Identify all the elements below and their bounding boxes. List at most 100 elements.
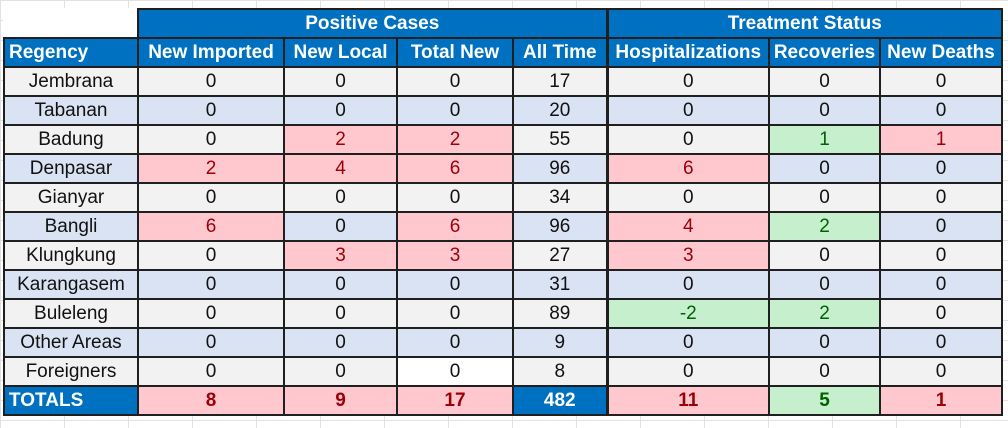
total-new-cell: 6 <box>396 153 514 184</box>
new-local-cell: 2 <box>283 124 398 155</box>
table-row: Jembrana 0 0 0 17 0 0 0 <box>3 66 1004 97</box>
new-imported-cell: 0 <box>137 356 285 387</box>
regency-cases-table: Positive Cases Treatment Status Regency … <box>3 8 1004 416</box>
recoveries-cell: 0 <box>768 240 882 271</box>
total-new-cell: 0 <box>396 66 514 97</box>
table-row: Foreigners 0 0 0 8 0 0 0 <box>3 356 1004 387</box>
new-deaths-cell: 0 <box>879 153 1004 184</box>
hospitalizations-cell: 6 <box>606 153 771 184</box>
hospitalizations-cell: 0 <box>606 124 771 155</box>
total-new-cell: 0 <box>396 356 514 387</box>
total-new-local: 9 <box>283 385 398 416</box>
table-row: Tabanan 0 0 0 20 0 0 0 <box>3 95 1004 126</box>
column-header-total-new: Total New <box>396 37 514 68</box>
column-header-row: Regency New Imported New Local Total New… <box>3 37 1004 68</box>
recoveries-cell: 0 <box>768 356 882 387</box>
regency-name: Bangli <box>3 211 139 242</box>
total-new-cell: 0 <box>396 95 514 126</box>
column-header-new-imported: New Imported <box>137 37 285 68</box>
recoveries-cell: 0 <box>768 153 882 184</box>
new-deaths-cell: 0 <box>879 95 1004 126</box>
all-time-cell: 34 <box>511 182 609 213</box>
hospitalizations-cell: -2 <box>606 298 771 329</box>
total-new-cell: 0 <box>396 298 514 329</box>
column-header-hospitalizations: Hospitalizations <box>606 37 771 68</box>
total-new-cell: 2 <box>396 124 514 155</box>
regency-name: Tabanan <box>3 95 139 126</box>
hospitalizations-cell: 0 <box>606 182 771 213</box>
new-local-cell: 0 <box>283 66 398 97</box>
table-row: Klungkung 0 3 3 27 3 0 0 <box>3 240 1004 271</box>
total-new-cell: 0 <box>396 327 514 358</box>
all-time-cell: 17 <box>511 66 609 97</box>
table-row: Other Areas 0 0 0 9 0 0 0 <box>3 327 1004 358</box>
all-time-cell: 89 <box>511 298 609 329</box>
group-header-row: Positive Cases Treatment Status <box>3 8 1004 39</box>
regency-name: Foreigners <box>3 356 139 387</box>
all-time-cell: 9 <box>511 327 609 358</box>
new-imported-cell: 0 <box>137 182 285 213</box>
regency-name: Jembrana <box>3 66 139 97</box>
table-row: Buleleng 0 0 0 89 -2 2 0 <box>3 298 1004 329</box>
all-time-cell: 27 <box>511 240 609 271</box>
all-time-cell: 20 <box>511 95 609 126</box>
new-deaths-cell: 0 <box>879 298 1004 329</box>
new-imported-cell: 0 <box>137 240 285 271</box>
recoveries-cell: 1 <box>768 124 882 155</box>
new-local-cell: 3 <box>283 240 398 271</box>
regency-name: Badung <box>3 124 139 155</box>
total-new-cell: 0 <box>396 269 514 300</box>
new-local-cell: 0 <box>283 298 398 329</box>
hospitalizations-cell: 3 <box>606 240 771 271</box>
total-hospitalizations: 11 <box>606 385 771 416</box>
table-row: Karangasem 0 0 0 31 0 0 0 <box>3 269 1004 300</box>
new-imported-cell: 0 <box>137 66 285 97</box>
column-header-regency: Regency <box>3 37 139 68</box>
new-deaths-cell: 0 <box>879 356 1004 387</box>
total-new-cell: 6 <box>396 211 514 242</box>
total-recoveries: 5 <box>768 385 882 416</box>
new-local-cell: 0 <box>283 182 398 213</box>
all-time-cell: 31 <box>511 269 609 300</box>
column-header-new-deaths: New Deaths <box>879 37 1004 68</box>
hospitalizations-cell: 0 <box>606 356 771 387</box>
column-header-new-local: New Local <box>283 37 398 68</box>
total-total-new: 17 <box>396 385 514 416</box>
table-row: Gianyar 0 0 0 34 0 0 0 <box>3 182 1004 213</box>
new-imported-cell: 2 <box>137 153 285 184</box>
recoveries-cell: 0 <box>768 269 882 300</box>
hospitalizations-cell: 0 <box>606 66 771 97</box>
new-imported-cell: 0 <box>137 95 285 126</box>
new-imported-cell: 0 <box>137 269 285 300</box>
new-local-cell: 0 <box>283 95 398 126</box>
hospitalizations-cell: 0 <box>606 269 771 300</box>
table-row: Badung 0 2 2 55 0 1 1 <box>3 124 1004 155</box>
regency-name: Karangasem <box>3 269 139 300</box>
regency-name: Buleleng <box>3 298 139 329</box>
hospitalizations-cell: 4 <box>606 211 771 242</box>
new-deaths-cell: 0 <box>879 240 1004 271</box>
new-imported-cell: 0 <box>137 124 285 155</box>
all-time-cell: 96 <box>511 153 609 184</box>
new-deaths-cell: 1 <box>879 124 1004 155</box>
new-deaths-cell: 0 <box>879 211 1004 242</box>
table-row: Denpasar 2 4 6 96 6 0 0 <box>3 153 1004 184</box>
new-deaths-cell: 0 <box>879 269 1004 300</box>
regency-name: Other Areas <box>3 327 139 358</box>
total-new-deaths: 1 <box>879 385 1004 416</box>
recoveries-cell: 0 <box>768 182 882 213</box>
all-time-cell: 8 <box>511 356 609 387</box>
hospitalizations-cell: 0 <box>606 327 771 358</box>
new-imported-cell: 0 <box>137 327 285 358</box>
new-deaths-cell: 0 <box>879 182 1004 213</box>
total-new-cell: 0 <box>396 182 514 213</box>
column-header-all-time: All Time <box>511 37 609 68</box>
header-blank-cell <box>3 8 139 39</box>
total-new-cell: 3 <box>396 240 514 271</box>
recoveries-cell: 0 <box>768 95 882 126</box>
new-imported-cell: 6 <box>137 211 285 242</box>
total-new-imported: 8 <box>137 385 285 416</box>
recoveries-cell: 2 <box>768 298 882 329</box>
hospitalizations-cell: 0 <box>606 95 771 126</box>
total-all-time: 482 <box>511 385 609 416</box>
